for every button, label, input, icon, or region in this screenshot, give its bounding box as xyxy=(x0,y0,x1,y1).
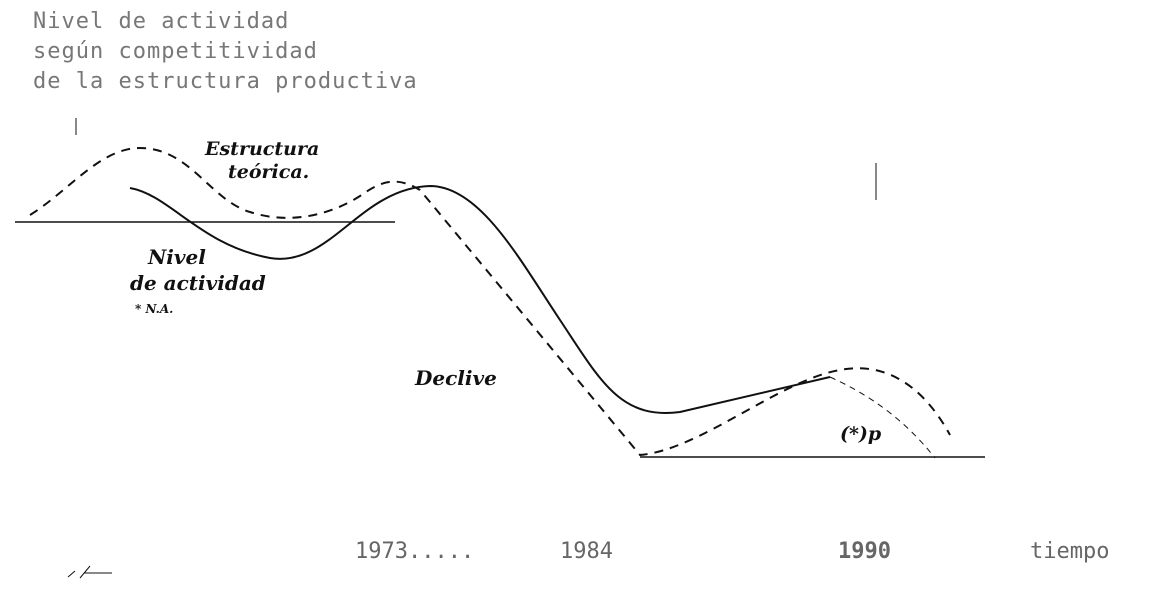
title-line: Nivel de actividad xyxy=(33,9,289,34)
axis-name: tiempo xyxy=(1030,539,1109,564)
axis-label: 1984 xyxy=(560,539,613,564)
annotation: teórica. xyxy=(228,161,309,183)
annotation: * N.A. xyxy=(135,302,173,316)
axis-label: 1973..... xyxy=(355,539,474,564)
annotation: Estructura xyxy=(204,138,319,160)
break-mark xyxy=(67,565,112,579)
title-line: según competitividad xyxy=(33,39,318,64)
projection-curve xyxy=(829,376,936,459)
annotation: Declive xyxy=(414,366,497,390)
title-line: de la estructura productiva xyxy=(33,69,418,94)
annotation: Nivel xyxy=(147,245,206,269)
annotation: de actividad xyxy=(130,271,266,295)
theoretical-curve xyxy=(29,146,951,457)
axis-label: 1990 xyxy=(838,539,891,564)
activity-curve xyxy=(129,184,831,414)
annotation: (*)p xyxy=(840,423,882,445)
